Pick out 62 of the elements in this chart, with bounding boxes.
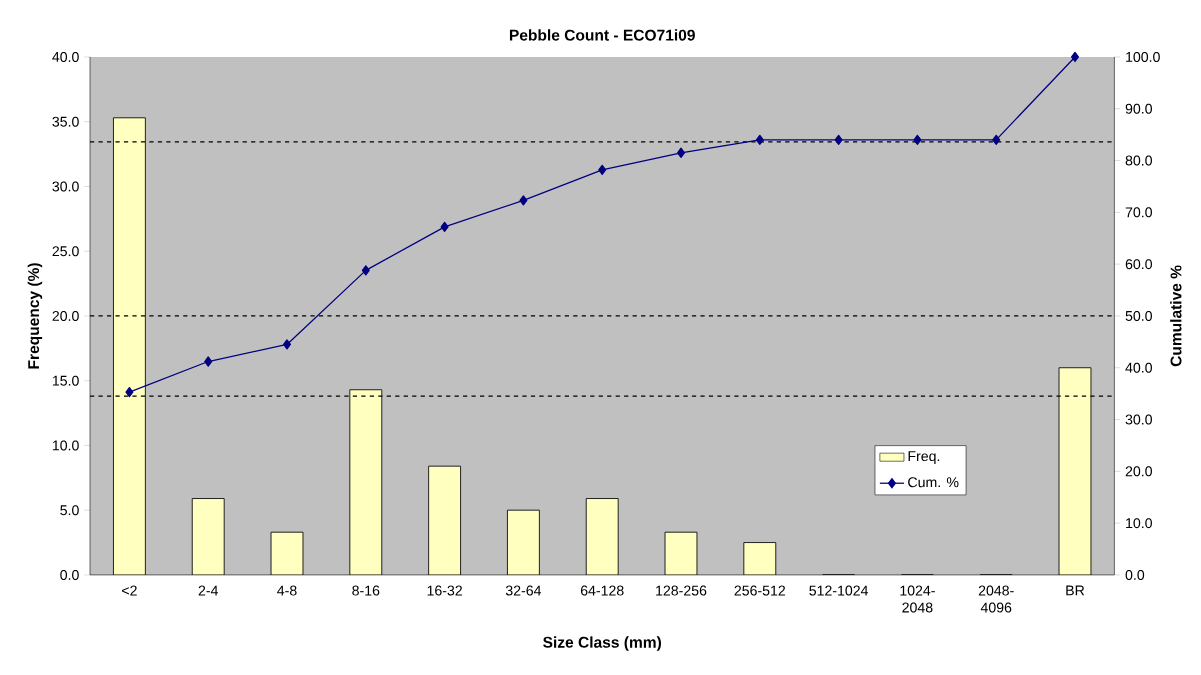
x-tick-label: 32-64: [505, 585, 542, 596]
y2-tick-label: 30.0: [1125, 414, 1152, 425]
bar: [270, 531, 304, 575]
bar: [349, 389, 383, 575]
x-axis-title: Size Class (mm): [543, 636, 662, 651]
y-tick-label: 5.0: [60, 505, 79, 516]
y2-tick-label: 80.0: [1125, 155, 1152, 166]
y-tick-label: 30.0: [52, 181, 79, 192]
legend-label: Cum. %: [908, 477, 959, 488]
point: [834, 134, 843, 145]
point: [282, 339, 292, 350]
y2-tick-label: 100.0: [1126, 51, 1160, 62]
point: [125, 386, 134, 398]
bar: [428, 465, 461, 575]
x-tick-label: 2-4: [198, 585, 218, 596]
point: [204, 356, 213, 367]
y2-axis-title: Cumulative %: [1170, 265, 1182, 367]
y2-tick-label: 50.0: [1125, 310, 1152, 321]
x-tick-label: 128-256: [656, 585, 707, 596]
x-tick-label: 64-128: [580, 585, 624, 596]
y-axis-title: Frequency (%): [27, 263, 43, 369]
y-tick-label: 15.0: [52, 375, 79, 386]
bar: [191, 498, 225, 575]
bar: [664, 531, 698, 575]
x-tick-label: 8-16: [352, 585, 380, 596]
point: [755, 134, 764, 145]
y-tick-label: 0.0: [60, 569, 79, 580]
point: [598, 164, 607, 176]
point: [1070, 51, 1080, 63]
bar: [113, 117, 146, 575]
y2-tick-label: 10.0: [1126, 518, 1152, 529]
y2-tick-label: 0.0: [1125, 569, 1145, 580]
point: [676, 147, 686, 158]
bar: [585, 498, 619, 575]
y-tick-label: 20.0: [52, 310, 79, 321]
bar: [507, 509, 540, 575]
point: [361, 265, 370, 276]
x-tick-label: <2: [122, 585, 137, 596]
y2-tick-label: 60.0: [1125, 259, 1152, 270]
y-tick-label: 25.0: [52, 246, 79, 257]
chart-title: Pebble Count - ECO71i09: [509, 29, 695, 41]
x-tick-label: 256-512: [734, 585, 786, 596]
y-tick-label: 10.0: [52, 440, 79, 451]
x-tick-label: BR: [1066, 585, 1085, 596]
y2-tick-label: 40.0: [1125, 362, 1152, 373]
y2-tick-label: 90.0: [1125, 103, 1152, 114]
x-tick-label: 1024-2048: [900, 585, 935, 613]
y-tick-label: 35.0: [52, 116, 79, 127]
point: [992, 134, 1001, 145]
y-tick-label: 40.0: [52, 51, 79, 62]
y2-tick-label: 20.0: [1125, 466, 1152, 477]
bar: [1058, 367, 1092, 575]
x-tick-label: 16-32: [427, 585, 462, 596]
point: [440, 221, 449, 233]
bar: [743, 542, 777, 575]
x-tick-label: 2048-4096: [978, 585, 1014, 613]
legend-label: Freq.: [908, 451, 940, 464]
y2-tick-label: 70.0: [1125, 207, 1152, 218]
x-tick-label: 4-8: [277, 585, 297, 596]
x-tick-label: 512-1024: [809, 585, 869, 596]
point: [519, 195, 528, 206]
point: [913, 134, 922, 145]
